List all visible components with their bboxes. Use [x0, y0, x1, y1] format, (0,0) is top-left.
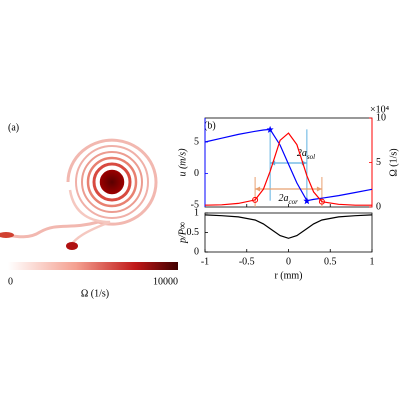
circle-marker — [318, 198, 325, 205]
y2-multiplier: ×10⁴ — [370, 104, 390, 115]
y2-tick-label: 0 — [376, 201, 381, 212]
y-tick-label: 0 — [194, 246, 199, 257]
x-tick-label: 0.5 — [324, 256, 337, 267]
annotation: 2asol — [297, 148, 315, 160]
annotation-main: 2a — [297, 148, 307, 159]
series-line — [204, 214, 373, 239]
y-tick-label: 0 — [194, 168, 199, 179]
colorbar-tick-label: 0 — [8, 276, 13, 287]
colorbar — [8, 262, 178, 270]
star-marker — [266, 125, 274, 133]
y-label: u (m/s) — [177, 148, 188, 177]
y-tick-label: 1 — [194, 207, 199, 218]
series-line — [204, 128, 373, 202]
annotation-sub: sol — [307, 153, 315, 161]
panel-label: (b) — [204, 120, 216, 131]
colorbar-label: Ω (1/s) — [81, 288, 109, 299]
y-tick-label: -5 — [191, 199, 199, 210]
y-tick-label: 5 — [194, 136, 199, 147]
y2-label: Ω (1/s) — [388, 148, 399, 176]
y2-tick-label: 5 — [376, 157, 381, 168]
colorbar-tick-label: 10000 — [153, 276, 178, 287]
y2-tick-label: 10 — [376, 112, 386, 123]
annotation-sub: cor — [289, 198, 299, 206]
annotation-main: 2a — [279, 193, 289, 204]
plot-frame — [204, 212, 373, 253]
annotation: 2acor — [279, 193, 299, 205]
x-tick-label: 0 — [286, 256, 291, 267]
circle-marker — [252, 196, 259, 203]
y-tick-label: 0.5 — [187, 227, 200, 238]
x-tick-label: 1 — [370, 256, 375, 267]
vortex-image — [0, 138, 158, 250]
panel-label: (a) — [8, 122, 19, 133]
x-tick-label: -1 — [201, 256, 209, 267]
x-label: r (mm) — [274, 270, 302, 281]
series-line — [204, 132, 372, 206]
x-tick-label: -0.5 — [239, 256, 255, 267]
star-marker — [303, 197, 311, 205]
y-label: p/P∞ — [177, 222, 188, 244]
